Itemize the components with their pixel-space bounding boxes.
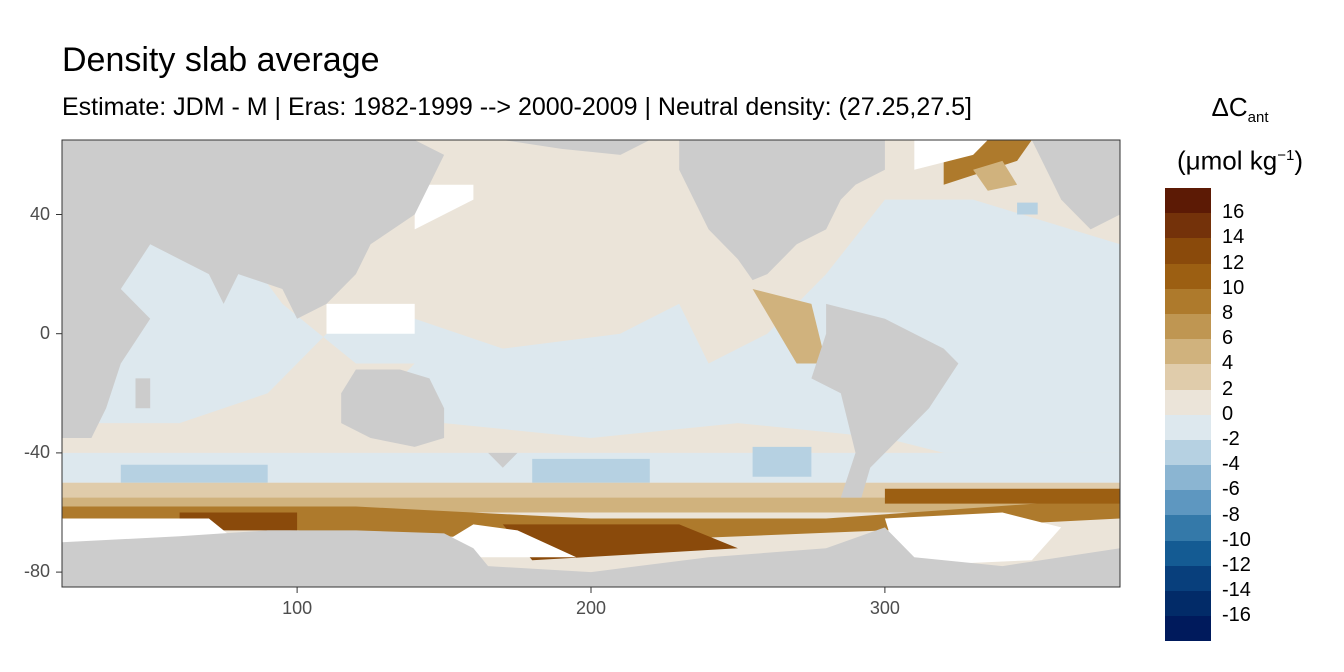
colorbar-label: 4 — [1222, 352, 1234, 375]
land-alaska — [473, 140, 650, 155]
zone-blue-c — [752, 446, 812, 477]
colorbar-swatch — [1165, 565, 1211, 591]
colorbar-label: -10 — [1222, 528, 1251, 551]
chart-title: Density slab average — [62, 41, 380, 79]
axis-ticks — [56, 214, 886, 593]
missing-okhotsk — [414, 184, 474, 230]
missing-labrador — [914, 140, 988, 170]
colorbar-label: 10 — [1222, 276, 1245, 299]
map-panel — [56, 139, 1121, 593]
land-masses — [62, 140, 1120, 587]
colorbar-label: 16 — [1222, 201, 1245, 224]
land-europe-west — [1031, 140, 1120, 230]
colorbar-swatch — [1165, 414, 1211, 440]
colorbar-label: -6 — [1222, 478, 1240, 501]
y-tick-label: 40 — [29, 203, 50, 224]
colorbar — [1165, 188, 1211, 642]
colorbar-label: -14 — [1222, 579, 1251, 602]
colorbar-swatch — [1165, 616, 1211, 642]
zone-east-pac — [752, 289, 827, 364]
panel-border — [61, 139, 1121, 588]
land-madagascar — [135, 378, 151, 409]
land-africa-eurasia — [62, 140, 445, 438]
x-tick-label: 100 — [282, 598, 313, 618]
zone-eq-pacific — [444, 303, 680, 379]
colorbar-label: -16 — [1222, 604, 1251, 627]
zone-blue-atl — [1017, 202, 1038, 215]
colorbar-swatch — [1165, 389, 1211, 415]
legend-title: ΔCant (μmol kg−1) — [1150, 88, 1330, 180]
zone-blue-a — [120, 464, 268, 483]
colorbar-swatch — [1165, 591, 1211, 617]
colorbar-swatch — [1165, 339, 1211, 365]
land-south-america — [811, 303, 959, 498]
zone-blue-b — [532, 458, 650, 483]
colorbar-label: 14 — [1222, 226, 1245, 249]
colorbar-swatch — [1165, 490, 1211, 516]
land-australia — [341, 369, 445, 447]
colorbar-swatch — [1165, 238, 1211, 264]
colorbar-swatch — [1165, 465, 1211, 491]
zone-subpolar-b — [973, 160, 1018, 191]
legend-unit-close: ) — [1294, 145, 1303, 176]
y-tick-label: -40 — [23, 441, 50, 462]
legend-title-main: ΔC — [1211, 92, 1248, 122]
colorbar-label: -2 — [1222, 428, 1240, 450]
land-north-america — [679, 140, 885, 281]
y-tick-label: 0 — [39, 322, 50, 343]
colorbar-label: 0 — [1222, 402, 1234, 425]
colorbar-swatch — [1165, 263, 1211, 289]
colorbar-swatch — [1165, 515, 1211, 541]
legend-title-sub: ant — [1247, 109, 1269, 127]
colorbar-swatch — [1165, 213, 1211, 239]
chart-subtitle: Estimate: JDM - M | Eras: 1982-1999 --> … — [62, 93, 972, 121]
colorbar-swatch — [1165, 439, 1211, 466]
colorbar-label: 6 — [1222, 327, 1234, 350]
land-antarctica — [62, 527, 1120, 587]
colorbar-label: -4 — [1222, 453, 1240, 476]
legend-unit: (μmol kg — [1177, 145, 1278, 176]
colorbar-swatch — [1165, 364, 1211, 390]
colorbar-swatch — [1165, 288, 1211, 314]
land-new-zealand — [488, 452, 518, 468]
missing-south-b — [444, 524, 577, 558]
missing-south-c — [884, 512, 1062, 567]
colorbar-label: 12 — [1222, 251, 1245, 274]
colorbar-label: -8 — [1222, 503, 1240, 526]
legend-unit-exp: −1 — [1277, 147, 1295, 165]
y-tick-label: -80 — [23, 561, 50, 582]
colorbar-swatch — [1165, 313, 1211, 340]
colorbar-label: -12 — [1222, 554, 1251, 576]
x-tick-label: 300 — [869, 598, 900, 618]
colorbar-label: 8 — [1222, 302, 1234, 324]
colorbar-swatch — [1165, 540, 1211, 566]
colorbar-label: 2 — [1222, 377, 1234, 400]
missing-indonesia — [326, 303, 415, 334]
zone-weddell — [884, 488, 1120, 504]
colorbar-swatch — [1165, 188, 1211, 214]
x-tick-label: 200 — [575, 598, 607, 618]
